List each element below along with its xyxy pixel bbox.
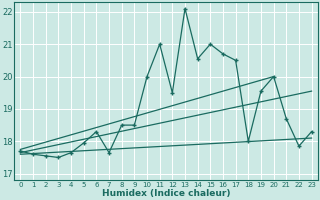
X-axis label: Humidex (Indice chaleur): Humidex (Indice chaleur): [102, 189, 230, 198]
